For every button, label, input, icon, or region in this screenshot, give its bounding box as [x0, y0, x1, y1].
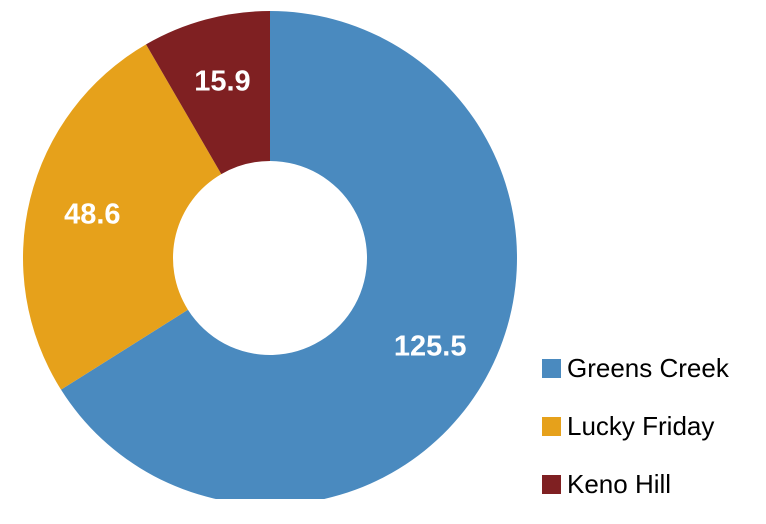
data-label-lucky-friday: 48.6	[64, 198, 120, 230]
chart-legend: Greens Creek Lucky Friday Keno Hill	[542, 350, 729, 524]
donut-chart: 125.5 48.6 15.9	[22, 11, 517, 499]
legend-label-keno-hill: Keno Hill	[567, 468, 672, 499]
legend-item-keno-hill: Keno Hill	[542, 466, 729, 502]
legend-label-lucky-friday: Lucky Friday	[567, 410, 715, 441]
slice-lucky-friday	[22, 44, 222, 390]
slice-keno-hill	[146, 11, 270, 175]
legend-label-greens-creek: Greens Creek	[567, 352, 729, 383]
legend-item-greens-creek: Greens Creek	[542, 350, 729, 386]
legend-item-lucky-friday: Lucky Friday	[542, 408, 729, 444]
legend-swatch-keno-hill	[542, 474, 561, 494]
legend-swatch-greens-creek	[542, 358, 561, 378]
slice-greens-creek	[61, 11, 517, 499]
data-label-greens-creek: 125.5	[394, 330, 467, 362]
legend-swatch-lucky-friday	[542, 416, 561, 436]
data-label-keno-hill: 15.9	[194, 65, 250, 97]
